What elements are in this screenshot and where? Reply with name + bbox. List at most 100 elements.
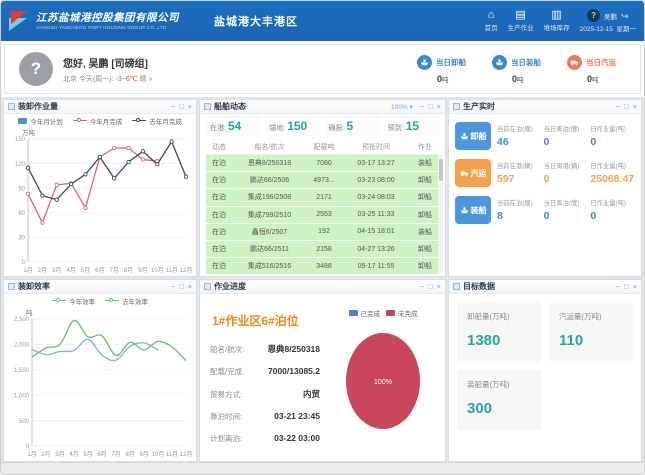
header-avatar[interactable]: ?	[587, 9, 601, 22]
legend-item[interactable]: 已完成	[348, 308, 380, 318]
panel-header[interactable]: 船舶动态 100% ▾ − □ ×	[200, 100, 445, 114]
production-stat: 当日离泊(艘) 0	[543, 126, 580, 148]
legend-swatch	[72, 117, 87, 124]
user-bar: ? 您好, 吴鹏 [司磅组] 北京 今天(周一): -3~6℃ 晴 » 当日卸船…	[4, 44, 641, 94]
close-icon[interactable]: ×	[436, 281, 441, 291]
vessel-stat: 锚地: 150	[265, 116, 321, 136]
vessel-stat: 预到: 15	[383, 116, 439, 136]
table-scrollbar[interactable]	[438, 155, 443, 272]
table-cell: 03-17 13:27	[357, 159, 395, 167]
nav-item-0[interactable]: ⌂ 首页	[484, 9, 498, 32]
装船-button[interactable]: 装船	[455, 196, 491, 224]
minimize-icon[interactable]: −	[419, 281, 425, 291]
page-title: 盐城港大丰港区	[214, 16, 298, 28]
restore-icon[interactable]: □	[179, 101, 184, 111]
load-ship-icon	[492, 54, 507, 70]
table-row[interactable]: 在泊 恩典8/250318 7080 03-17 13:27 装船	[206, 155, 439, 173]
table-column-header: 配载吨	[313, 144, 335, 151]
efficiency-line-chart: 吨 0 500 1,000 1,500 2,000 2,500 1月 2月 3月 4月 5月 6月 7月 8…	[14, 308, 192, 458]
legend-swatch	[386, 309, 395, 316]
table-cell: 卸船	[418, 177, 432, 185]
legend-item[interactable]: 未完成	[386, 308, 418, 318]
table-cell: 在泊	[212, 211, 226, 219]
company-logo: 江苏盐城港控股集团有限公司 JIANGSU YANCHENG PORT HOLD…	[9, 10, 214, 32]
restore-icon[interactable]: □	[179, 281, 184, 291]
table-row[interactable]: 在泊 集成196/2508 2171 03-24 08:03 卸船	[206, 189, 439, 207]
logout-icon[interactable]: ↪	[621, 10, 629, 21]
汽运-button[interactable]: 汽运	[455, 159, 491, 187]
table-cell: 在泊	[212, 160, 226, 168]
zoom-level-select[interactable]: 100% ▾	[390, 103, 413, 111]
progress-fields: 船名/航次: 恩典8/250318 配载/完成: 7000/13085.2 贸易…	[210, 343, 329, 444]
restore-icon[interactable]: □	[624, 281, 629, 291]
panel-header[interactable]: 目标数据 − □ ×	[449, 280, 641, 294]
legend-item[interactable]: 今年效率	[52, 296, 95, 306]
minimize-icon[interactable]: −	[615, 281, 621, 291]
user-avatar[interactable]: ?	[19, 52, 53, 86]
close-icon[interactable]: ×	[632, 281, 637, 291]
table-column-header: 动态	[212, 144, 226, 151]
table-row[interactable]: 在泊 鹏达66/2506 4973... 03-23 08:00 卸船	[206, 172, 439, 190]
table-row[interactable]: 在泊 鑫恒6/2507 192 04-15 18:01 装船	[206, 223, 439, 241]
table-cell: 2158	[316, 245, 332, 253]
svg-text:100%: 100%	[374, 379, 392, 386]
table-cell: 03-25 11:33	[357, 211, 395, 219]
table-cell: 05-17 11:55	[357, 262, 395, 270]
svg-text:1月: 1月	[23, 267, 32, 274]
table-cell: 03-24 08:03	[357, 193, 395, 201]
panel-header[interactable]: 作业进度 − □ ×	[200, 280, 445, 294]
table-cell: 在泊	[212, 194, 226, 202]
panel-header[interactable]: 生产实时 − □ ×	[449, 100, 641, 114]
header-user-name: 吴鹏	[604, 13, 618, 21]
table-cell: 192	[318, 228, 330, 236]
progress-field: 配载/完成: 7000/13085.2	[210, 366, 320, 376]
day-stat-value: 0吨	[587, 73, 599, 84]
panel-header[interactable]: 装卸效率 − □ ×	[4, 280, 196, 294]
table-cell: 04-15 18:01	[357, 228, 395, 236]
legend-item[interactable]: 今年月计划	[18, 116, 63, 126]
svg-text:2月: 2月	[38, 267, 47, 274]
table-cell: 2171	[316, 193, 332, 201]
panel-grid-icon	[204, 103, 211, 110]
day-stat-value: 0吨	[437, 73, 449, 84]
panel-production-realtime: 生产实时 − □ × 卸船 当前在泊(艘) 46 当日离泊(艘) 0 日作业量(…	[448, 99, 642, 277]
svg-text:1月: 1月	[27, 451, 36, 458]
close-icon[interactable]: ×	[187, 101, 192, 111]
table-cell: 在泊	[212, 228, 226, 236]
minimize-icon[interactable]: −	[170, 281, 176, 291]
legend-item[interactable]: 去年效率	[105, 296, 148, 306]
day-stat: 当日汽运 0吨	[567, 54, 616, 84]
table-cell: 卸船	[418, 194, 432, 202]
table-row[interactable]: 在泊 集成516/2516 3488 05-17 11:55 卸船	[206, 258, 439, 276]
day-stat: 当日卸船 0吨	[417, 54, 466, 84]
production-icon: ▤	[515, 9, 526, 21]
restore-icon[interactable]: □	[624, 101, 629, 111]
table-cell: 2553	[316, 211, 332, 219]
table-column-header: 船名/航次	[254, 144, 285, 151]
legend-item[interactable]: 今年月完成	[72, 116, 122, 126]
target-card: 汽运量(万吨) 110	[549, 302, 633, 362]
table-row[interactable]: 在泊 鹏达66/2511 2158 04-27 13:26 卸船	[206, 240, 439, 259]
close-icon[interactable]: ×	[632, 101, 637, 111]
svg-text:9月: 9月	[138, 267, 147, 274]
卸船-button[interactable]: 卸船	[455, 122, 491, 150]
nav-item-2[interactable]: ▥ 堆场库存	[543, 9, 570, 32]
restore-icon[interactable]: □	[428, 281, 433, 291]
svg-text:150: 150	[15, 137, 26, 143]
svg-text:11月: 11月	[166, 451, 178, 458]
minimize-icon[interactable]: −	[419, 101, 425, 111]
table-cell: 集成196/2508	[247, 194, 292, 202]
close-icon[interactable]: ×	[187, 281, 192, 291]
restore-icon[interactable]: □	[428, 101, 433, 111]
panel-header[interactable]: 装卸作业量 − □ ×	[4, 100, 196, 114]
nav-item-1[interactable]: ▤ 生产作业	[507, 9, 534, 32]
close-icon[interactable]: ×	[436, 101, 441, 111]
legend-item[interactable]: 去年月完成	[132, 116, 182, 126]
production-stat: 当前在泊(艘) 46	[497, 126, 533, 148]
minimize-icon[interactable]: −	[170, 101, 176, 111]
minimize-icon[interactable]: −	[615, 101, 621, 111]
table-row[interactable]: 在泊 集成799/2510 2553 03-25 11:33 卸船	[206, 206, 439, 224]
table-cell: 04-27 13:26	[357, 245, 395, 253]
logo-icon	[9, 10, 31, 32]
